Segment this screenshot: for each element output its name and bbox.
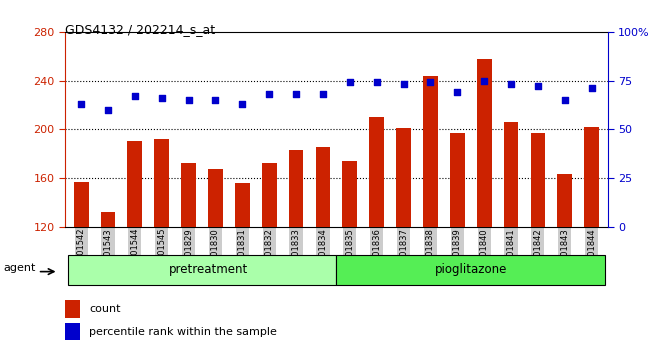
Bar <box>504 122 519 227</box>
Bar <box>557 174 572 227</box>
Bar <box>262 163 277 227</box>
Bar <box>584 127 599 227</box>
Bar <box>101 212 116 227</box>
Bar <box>127 141 142 227</box>
Point <box>237 101 248 107</box>
Point <box>103 107 113 113</box>
Point <box>264 91 274 97</box>
Point <box>291 91 301 97</box>
Bar <box>181 163 196 227</box>
Bar <box>65 323 80 340</box>
Bar <box>530 133 545 227</box>
Bar <box>73 182 88 227</box>
Bar <box>289 150 304 227</box>
Point <box>372 80 382 85</box>
Point <box>398 81 409 87</box>
Bar <box>343 161 358 227</box>
Point <box>183 97 194 103</box>
Text: GDS4132 / 202214_s_at: GDS4132 / 202214_s_at <box>65 23 215 36</box>
Point <box>452 89 463 95</box>
Bar <box>154 139 169 227</box>
Point <box>533 84 543 89</box>
Bar <box>65 301 80 318</box>
Point <box>318 91 328 97</box>
Point <box>210 97 220 103</box>
Bar <box>235 183 250 227</box>
Point <box>506 81 516 87</box>
Text: agent: agent <box>3 263 36 273</box>
Point <box>157 95 167 101</box>
Point <box>479 78 489 84</box>
Bar <box>450 133 465 227</box>
Bar <box>208 169 223 227</box>
Bar <box>396 128 411 227</box>
Point <box>586 85 597 91</box>
Bar <box>315 148 330 227</box>
Bar <box>423 76 438 227</box>
Point <box>560 97 570 103</box>
Text: percentile rank within the sample: percentile rank within the sample <box>90 326 278 337</box>
Bar <box>68 255 337 285</box>
Text: pretreatment: pretreatment <box>169 263 248 276</box>
Point <box>344 80 355 85</box>
Text: count: count <box>90 304 121 314</box>
Point <box>425 80 436 85</box>
Text: pioglitazone: pioglitazone <box>435 263 507 276</box>
Point <box>129 93 140 99</box>
Point <box>76 101 86 107</box>
Bar <box>337 255 605 285</box>
Bar <box>476 59 491 227</box>
Bar <box>369 117 384 227</box>
